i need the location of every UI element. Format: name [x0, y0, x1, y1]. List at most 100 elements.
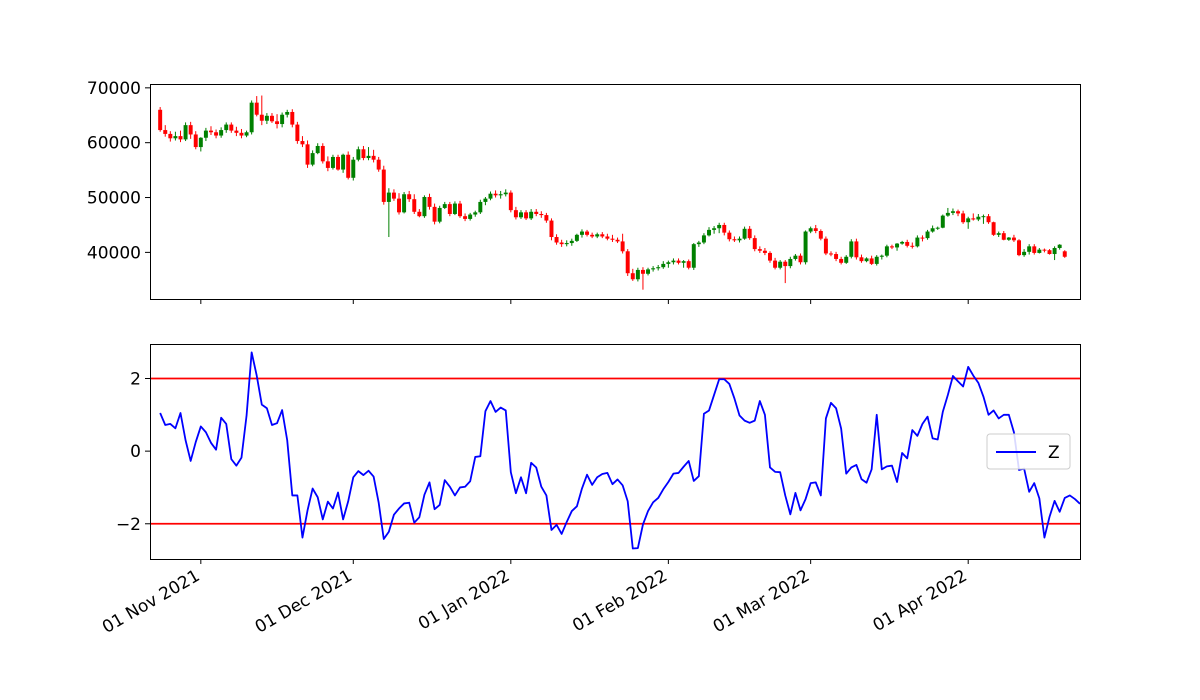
candle-body: [701, 235, 706, 243]
candle-body: [473, 212, 478, 215]
candle-body: [493, 193, 498, 196]
candle-body: [610, 238, 615, 240]
candle-body: [889, 246, 894, 248]
candle-body: [534, 211, 539, 214]
candle-body: [437, 207, 442, 222]
candle-body: [778, 261, 783, 268]
candle-body: [605, 236, 610, 239]
candle-body: [295, 124, 300, 142]
candle-body: [615, 239, 620, 242]
price-y-tick-label: 50000: [87, 189, 141, 209]
candle-body: [341, 154, 346, 170]
candle-body: [574, 234, 579, 241]
candle-body: [371, 155, 376, 160]
candle-body: [854, 241, 859, 258]
candle-body: [945, 212, 950, 216]
candle-body: [305, 144, 310, 165]
candle-body: [219, 130, 224, 136]
candle-body: [630, 273, 635, 280]
candle-body: [412, 199, 417, 212]
candle-body: [193, 134, 198, 148]
candle-body: [529, 211, 534, 219]
candle-body: [707, 229, 711, 236]
candle-body: [762, 250, 767, 253]
candle-body: [442, 204, 447, 208]
candle-body: [859, 257, 864, 262]
candle-body: [498, 194, 503, 196]
candle-body: [275, 121, 280, 125]
candle-body: [163, 130, 168, 134]
candle-body: [971, 218, 976, 220]
candle-body: [640, 269, 645, 274]
candle-body: [244, 132, 249, 136]
candle-body: [417, 211, 422, 217]
candle-body: [671, 260, 676, 263]
candle-body: [732, 239, 737, 241]
candle-body: [590, 234, 595, 237]
candle-body: [783, 261, 788, 267]
candle-body: [752, 238, 757, 250]
candle-body: [986, 216, 991, 223]
candle-body: [935, 227, 940, 229]
candle-body: [269, 115, 274, 122]
zscore-y-tick-label: 0: [130, 442, 141, 462]
candle-body: [961, 213, 966, 223]
candle-body: [930, 228, 935, 232]
candle-body: [813, 228, 818, 231]
candle-body: [519, 212, 523, 218]
price-y-axis: 40000 50000 60000 70000: [87, 79, 150, 263]
price-y-tick-label: 60000: [87, 134, 141, 154]
legend: Z: [986, 433, 1071, 470]
candle-body: [1001, 233, 1006, 240]
candle-body: [224, 124, 229, 131]
candle-body: [646, 269, 651, 274]
candle-body: [884, 246, 889, 256]
candle-body: [717, 224, 722, 229]
zscore-y-tick-label: −2: [116, 515, 141, 535]
candle-body: [1027, 246, 1032, 252]
candle-body: [874, 256, 879, 264]
candle-body: [900, 241, 905, 244]
candle-body: [996, 233, 1001, 235]
candle-body: [478, 201, 483, 213]
candle-body: [686, 261, 691, 268]
candle-body: [818, 230, 823, 239]
candle-body: [239, 132, 244, 136]
candle-body: [325, 161, 330, 168]
candle-body: [447, 204, 452, 214]
candle-body: [661, 263, 666, 268]
legend-label: Z: [1048, 443, 1060, 463]
zscore-y-tick-label: 2: [130, 370, 141, 390]
candle-body: [503, 192, 508, 195]
candle-body: [1052, 247, 1057, 255]
candle-body: [966, 218, 971, 223]
candle-body: [280, 114, 285, 125]
candle-body: [234, 130, 239, 133]
candle-body: [320, 145, 325, 162]
candle-body: [310, 153, 315, 165]
candle-body: [209, 130, 213, 133]
candle-body: [691, 244, 696, 268]
candle-body: [910, 245, 915, 247]
candle-body: [432, 206, 437, 222]
candle-body: [600, 234, 605, 237]
candle-body: [249, 102, 254, 133]
candle-body: [1037, 249, 1042, 253]
candle-body: [554, 237, 559, 243]
candle-body: [264, 115, 269, 121]
candle-body: [198, 137, 203, 148]
candle-body: [452, 203, 457, 214]
candle-body: [620, 241, 625, 252]
candle-body: [905, 241, 910, 246]
candle-body: [793, 255, 798, 259]
candle-body: [823, 238, 828, 254]
candle-body: [747, 228, 752, 239]
candle-body: [524, 212, 529, 219]
zscore-y-axis: −2 0 2: [116, 370, 150, 535]
candle-body: [488, 193, 493, 199]
candle-body: [391, 192, 396, 199]
candle-body: [915, 237, 920, 247]
candle-body: [158, 109, 163, 131]
